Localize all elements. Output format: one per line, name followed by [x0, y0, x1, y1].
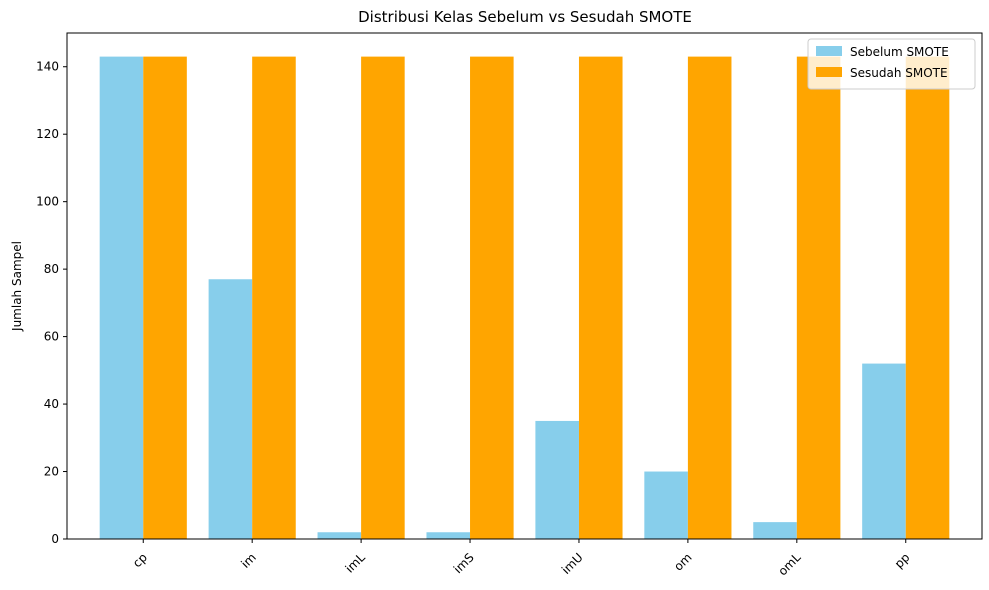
bar-sebelum-imS: [426, 532, 471, 539]
legend: Sebelum SMOTE Sesudah SMOTE: [807, 38, 976, 90]
bar-sebelum-im: [208, 279, 253, 539]
bar-sesudah-imS: [470, 56, 514, 539]
legend-label: Sebelum SMOTE: [850, 45, 949, 59]
x-axis-ticks: cp im imL imS imU om omL pp: [130, 539, 912, 578]
y-tick-label: 100: [36, 195, 59, 209]
x-tick-label: im: [238, 550, 259, 571]
y-tick-label: 80: [44, 262, 59, 276]
bar-sebelum-cp: [99, 56, 144, 539]
x-tick-label: omL: [775, 550, 803, 578]
bar-sebelum-pp: [862, 363, 906, 539]
y-tick-label: 0: [51, 532, 59, 546]
bar-sesudah-pp: [905, 56, 950, 539]
bar-sebelum-omL: [753, 522, 797, 539]
bar-sesudah-imU: [578, 56, 623, 539]
bar-sesudah-cp: [143, 56, 187, 539]
bar-sebelum-om: [644, 471, 688, 539]
bar-sesudah-imL: [361, 56, 405, 539]
legend-box: [807, 38, 976, 90]
y-tick-label: 140: [36, 60, 59, 74]
bar-sesudah-om: [687, 56, 732, 539]
x-tick-label: pp: [892, 550, 913, 571]
x-tick-label: cp: [130, 550, 150, 570]
legend-label: Sesudah SMOTE: [850, 66, 948, 80]
plot-frame: [66, 32, 983, 540]
bar-sebelum-imU: [535, 420, 579, 539]
legend-swatch: [816, 46, 842, 56]
y-tick-label: 20: [44, 465, 59, 479]
chart-title: Distribusi Kelas Sebelum vs Sesudah SMOT…: [358, 8, 692, 26]
x-tick-label: imU: [559, 550, 586, 577]
bar-sebelum-imL: [317, 532, 362, 539]
legend-swatch: [816, 67, 842, 77]
y-tick-label: 40: [44, 397, 59, 411]
x-tick-label: om: [671, 550, 694, 573]
bars-group: [99, 56, 950, 539]
x-tick-label: imS: [451, 550, 477, 576]
y-tick-label: 60: [44, 330, 59, 344]
bar-sesudah-omL: [796, 56, 841, 539]
y-axis-ticks: 0 20 40 60 80 100 120 140: [36, 60, 67, 546]
bar-sesudah-im: [252, 56, 296, 539]
y-axis-label: Jumlah Sampel: [10, 241, 24, 332]
y-tick-label: 120: [36, 127, 59, 141]
x-tick-label: imL: [343, 550, 368, 575]
